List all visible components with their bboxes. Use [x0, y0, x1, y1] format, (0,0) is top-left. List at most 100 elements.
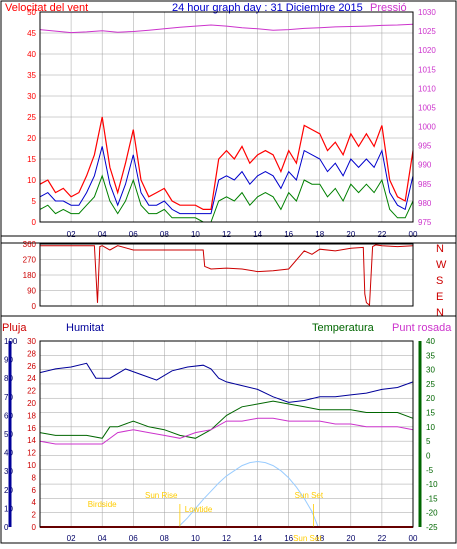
temperature-tick-label: 20: [426, 394, 435, 403]
wind-x-tick-label: 22: [377, 230, 386, 239]
direction-plot-frame: [39, 243, 414, 307]
pressure-tick-label: 1015: [418, 65, 436, 74]
temperature-tick-label: 10: [426, 423, 435, 432]
humidity-x-tick-label: 04: [98, 534, 107, 543]
temperature-tick-label: -5: [426, 466, 434, 475]
direction-panel-border: [0, 235, 457, 317]
humidity-tick-label: 30: [27, 337, 36, 346]
direction-tick-label: 90: [27, 287, 36, 296]
direction-tick-label: 0: [32, 302, 37, 311]
temperature-ticks: -25 -20 -15 -10 -5 0 5 10 15 20 25 30 35 40: [426, 337, 438, 532]
wind-tick-label: 30: [27, 92, 36, 101]
pressure-tick-label: 1030: [418, 8, 436, 17]
pressure-tick-label: 975: [418, 218, 432, 227]
humidity-x-tick-label: 12: [222, 534, 231, 543]
wind-x-tick-label: 18: [315, 230, 324, 239]
annotation-label: Sun Set: [293, 534, 322, 543]
direction-series: [40, 244, 414, 307]
humidity-tick-label: 16: [27, 424, 36, 433]
wind-tick-label: 20: [27, 134, 36, 143]
wind-tick-label: 40: [27, 50, 36, 59]
wind-tick-label: 45: [27, 29, 36, 38]
series-wind_average: [39, 146, 414, 215]
humidity-x-tick-label: 14: [253, 534, 262, 543]
humidity-tick-label: 14: [27, 436, 36, 445]
humidity-tick-label: 10: [27, 461, 36, 470]
direction-ticks: 0 90 180 270 360: [23, 240, 37, 311]
dewpoint-label: Punt rosada: [392, 322, 452, 334]
wind-x-ticks: 02 04 06 08 10 12 14 16 18 20 22 00: [67, 230, 418, 239]
sun-tide-annotations: Birdside Sun Rise Lowtide Sun Set Sun Set: [88, 491, 324, 543]
humidity-tick-label: 28: [27, 349, 36, 358]
series-temperature: [39, 400, 414, 439]
humidity-tick-label: 0: [32, 523, 37, 532]
series-pressure: [39, 23, 414, 34]
wind-panel-border: [0, 0, 457, 244]
humidity-tick-label: 2: [32, 511, 37, 520]
wind-x-tick-label: 00: [409, 230, 418, 239]
temperature-tick-label: -15: [426, 494, 438, 503]
wind-x-tick-label: 12: [222, 230, 231, 239]
direction-tick-label: 180: [23, 271, 37, 280]
compass-label: W: [436, 259, 447, 271]
humidity-x-ticks: 02 04 06 08 10 12 14 16 18 20 22 00: [67, 534, 418, 543]
pressure-tick-label: 980: [418, 199, 432, 208]
wind-tick-label: 10: [27, 176, 36, 185]
pressure-tick-label: 1005: [418, 103, 436, 112]
humidity-tick-label: 12: [27, 449, 36, 458]
annotation-label: Lowtide: [185, 505, 213, 514]
humidity-tick-label: 18: [27, 411, 36, 420]
compass-label: N: [436, 243, 444, 255]
humidity-plot-frame: [39, 340, 414, 528]
series-direction: [40, 244, 414, 307]
humidity-tick-label: 8: [32, 473, 37, 482]
temperature-tick-label: 30: [426, 366, 435, 375]
humidity-panel-border: [0, 315, 457, 544]
compass-label: S: [436, 275, 443, 287]
wind-x-tick-label: 16: [284, 230, 293, 239]
humidity-x-tick-label: 22: [377, 534, 386, 543]
humidity-x-tick-label: 00: [409, 534, 418, 543]
rain-tick-label: 0: [4, 523, 9, 532]
wind-x-tick-label: 04: [98, 230, 107, 239]
pressure-tick-label: 995: [418, 142, 432, 151]
wind-plot-frame: [39, 11, 414, 223]
compass-label: E: [436, 291, 443, 303]
wind-tick-label: 35: [27, 71, 36, 80]
series-dewpoint: [39, 417, 414, 445]
compass-label: N: [436, 307, 444, 319]
wind-tick-label: 50: [27, 8, 36, 17]
wind-x-tick-label: 20: [346, 230, 355, 239]
direction-tick-label: 360: [23, 240, 37, 249]
wind-x-tick-label: 02: [67, 230, 76, 239]
wind-x-tick-label: 14: [253, 230, 262, 239]
humidity-x-tick-label: 20: [346, 534, 355, 543]
pressure-tick-label: 1000: [418, 123, 436, 132]
wind-speed-label: Velocitat del vent: [5, 2, 88, 14]
humidity-tick-label: 22: [27, 387, 36, 396]
wind-tick-label: 5: [32, 197, 37, 206]
wind-tick-label: 0: [32, 218, 37, 227]
humidity-x-tick-label: 16: [284, 534, 293, 543]
annotation-label: Sun Rise: [145, 491, 178, 500]
temperature-tick-label: 5: [426, 437, 431, 446]
humidity-panel-grid: [40, 340, 414, 528]
humidity-x-tick-label: 06: [129, 534, 138, 543]
wind-left-ticks: 0 5 10 15 20 25 30 35 40 45 50: [27, 8, 36, 227]
series-solar: [177, 460, 319, 528]
temperature-tick-label: 25: [426, 380, 435, 389]
pressure-tick-label: 985: [418, 180, 432, 189]
humidity-tick-label: 20: [27, 399, 36, 408]
wind-pressure-series: [39, 23, 414, 223]
pressure-label: Pressió: [370, 2, 407, 14]
humidity-tick-label: 4: [32, 498, 37, 507]
pressure-tick-label: 1020: [418, 46, 436, 55]
temperature-tick-label: 0: [426, 451, 431, 460]
temperature-tick-label: 40: [426, 337, 435, 346]
humidity-tick-label: 26: [27, 362, 36, 371]
pressure-right-ticks: 975 980 985 990 995 1000 1005 1010 1015 1020 1025 1…: [418, 8, 436, 227]
